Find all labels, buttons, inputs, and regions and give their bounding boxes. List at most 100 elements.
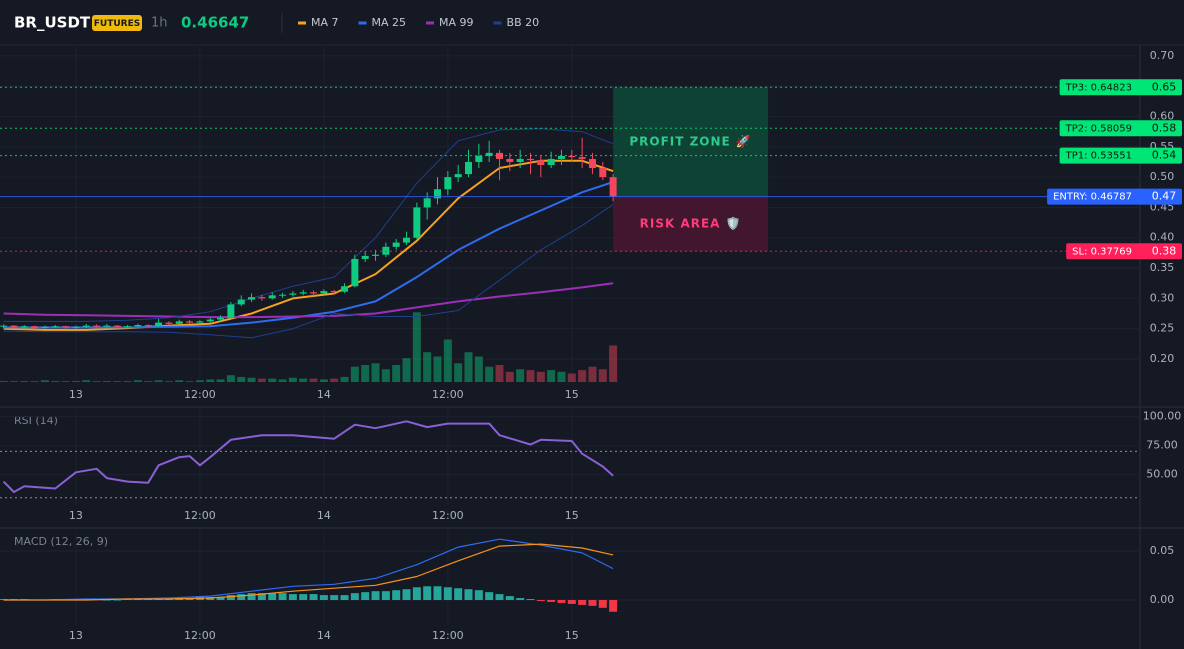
candle-body bbox=[495, 152, 503, 159]
y-tick-label: 0.30 bbox=[1150, 291, 1175, 304]
volume-bar bbox=[154, 380, 163, 382]
macd-hist-bar bbox=[567, 600, 576, 604]
candle-body bbox=[124, 326, 132, 328]
candle-body bbox=[248, 297, 256, 300]
candle-body bbox=[20, 326, 28, 328]
candle-body bbox=[237, 299, 245, 305]
volume-bar bbox=[195, 380, 204, 382]
candle-body bbox=[465, 161, 473, 175]
candle-body bbox=[51, 326, 59, 328]
y-tick-label: 0.25 bbox=[1150, 322, 1175, 335]
volume-bar bbox=[588, 366, 597, 382]
legend-label: MA 99 bbox=[439, 16, 474, 29]
macd-hist-bar bbox=[588, 600, 597, 606]
x-tick-label: 13 bbox=[69, 629, 83, 642]
candle-body bbox=[413, 207, 421, 238]
x-tick-label: 13 bbox=[69, 388, 83, 401]
y-tick-label: 0.00 bbox=[1150, 593, 1175, 606]
candle-body bbox=[361, 255, 369, 259]
candle-body bbox=[526, 158, 534, 161]
candle-body bbox=[320, 291, 328, 294]
macd-hist-bar bbox=[371, 591, 380, 600]
zone bbox=[613, 87, 769, 197]
volume-bar bbox=[495, 365, 504, 382]
macd-hist-bar bbox=[536, 600, 545, 601]
macd-hist-bar bbox=[257, 593, 266, 600]
candle-body bbox=[310, 292, 318, 294]
candle-body bbox=[341, 286, 349, 292]
legend-label: BB 20 bbox=[507, 16, 540, 29]
volume-bar bbox=[237, 376, 246, 382]
x-tick-label: 14 bbox=[317, 629, 331, 642]
macd-hist-bar bbox=[288, 594, 297, 600]
candle-body bbox=[134, 325, 142, 327]
macd-hist-bar bbox=[609, 600, 618, 612]
macd-hist-bar bbox=[547, 600, 556, 602]
volume-bar bbox=[598, 369, 607, 382]
volume-bar bbox=[381, 369, 390, 382]
candle-body bbox=[330, 291, 338, 293]
level-axis-label: 0.58 bbox=[1152, 121, 1177, 134]
level-label-bg bbox=[1047, 188, 1182, 205]
macd-hist-bar bbox=[454, 588, 463, 600]
volume-bar bbox=[175, 380, 184, 382]
zone-label: PROFIT ZONE 🚀 bbox=[629, 134, 752, 148]
interval: 1h bbox=[151, 16, 168, 31]
candle-body bbox=[444, 177, 452, 190]
volume-bar bbox=[226, 375, 235, 382]
y-tick-label: 0.05 bbox=[1150, 544, 1175, 557]
volume-bar bbox=[319, 379, 328, 382]
y-tick-label: 0.70 bbox=[1150, 49, 1175, 62]
legend-label: MA 7 bbox=[311, 16, 339, 29]
badge-bg bbox=[92, 15, 142, 31]
candle-body bbox=[144, 325, 152, 327]
pane-title: MACD (12, 26, 9) bbox=[14, 535, 108, 548]
candle-body bbox=[403, 237, 411, 243]
volume-bar bbox=[433, 356, 442, 382]
volume-bar bbox=[30, 381, 39, 382]
macd-hist-bar bbox=[381, 591, 390, 600]
macd-hist-bar bbox=[505, 596, 514, 600]
candle-body bbox=[10, 325, 18, 328]
macd-hist-bar bbox=[350, 593, 359, 600]
candle-body bbox=[72, 326, 80, 328]
macd-hist-bar bbox=[557, 600, 566, 603]
candle-body bbox=[599, 168, 607, 178]
y-tick-label: 50.00 bbox=[1146, 468, 1178, 481]
candle-body bbox=[392, 242, 400, 247]
volume-bar bbox=[40, 380, 49, 382]
macd-hist-bar bbox=[340, 595, 349, 600]
candle-body bbox=[609, 177, 617, 197]
volume-bar bbox=[216, 379, 225, 382]
volume-bar bbox=[578, 370, 587, 382]
zone bbox=[613, 196, 769, 252]
candle-body bbox=[165, 322, 173, 324]
macd-hist-bar bbox=[402, 589, 411, 600]
macd-hist-bar bbox=[299, 594, 308, 600]
x-tick-label: 15 bbox=[565, 629, 579, 642]
candle-body bbox=[289, 293, 297, 295]
macd-hist-bar bbox=[319, 595, 328, 600]
candle-body bbox=[62, 326, 70, 328]
volume-bar bbox=[247, 377, 256, 382]
volume-bar bbox=[144, 381, 153, 382]
macd-hist-bar bbox=[226, 595, 235, 600]
volume-bar bbox=[454, 363, 463, 382]
volume-bar bbox=[423, 352, 432, 382]
x-tick-label: 12:00 bbox=[432, 509, 464, 522]
macd-hist-bar bbox=[361, 592, 370, 600]
y-tick-label: 0.60 bbox=[1150, 110, 1175, 123]
level-label: ENTRY: 0.46787 bbox=[1053, 192, 1132, 203]
volume-bar bbox=[113, 381, 122, 382]
candle-body bbox=[423, 198, 431, 208]
volume-bar bbox=[464, 352, 473, 382]
volume-bar bbox=[609, 345, 618, 382]
candle-body bbox=[351, 258, 359, 287]
candle-body bbox=[516, 158, 524, 162]
volume-bar bbox=[164, 381, 173, 382]
volume-bar bbox=[206, 379, 215, 382]
volume-bar bbox=[557, 371, 566, 382]
y-tick-label: 100.00 bbox=[1143, 410, 1182, 423]
symbol: BR_USDT bbox=[14, 14, 91, 32]
